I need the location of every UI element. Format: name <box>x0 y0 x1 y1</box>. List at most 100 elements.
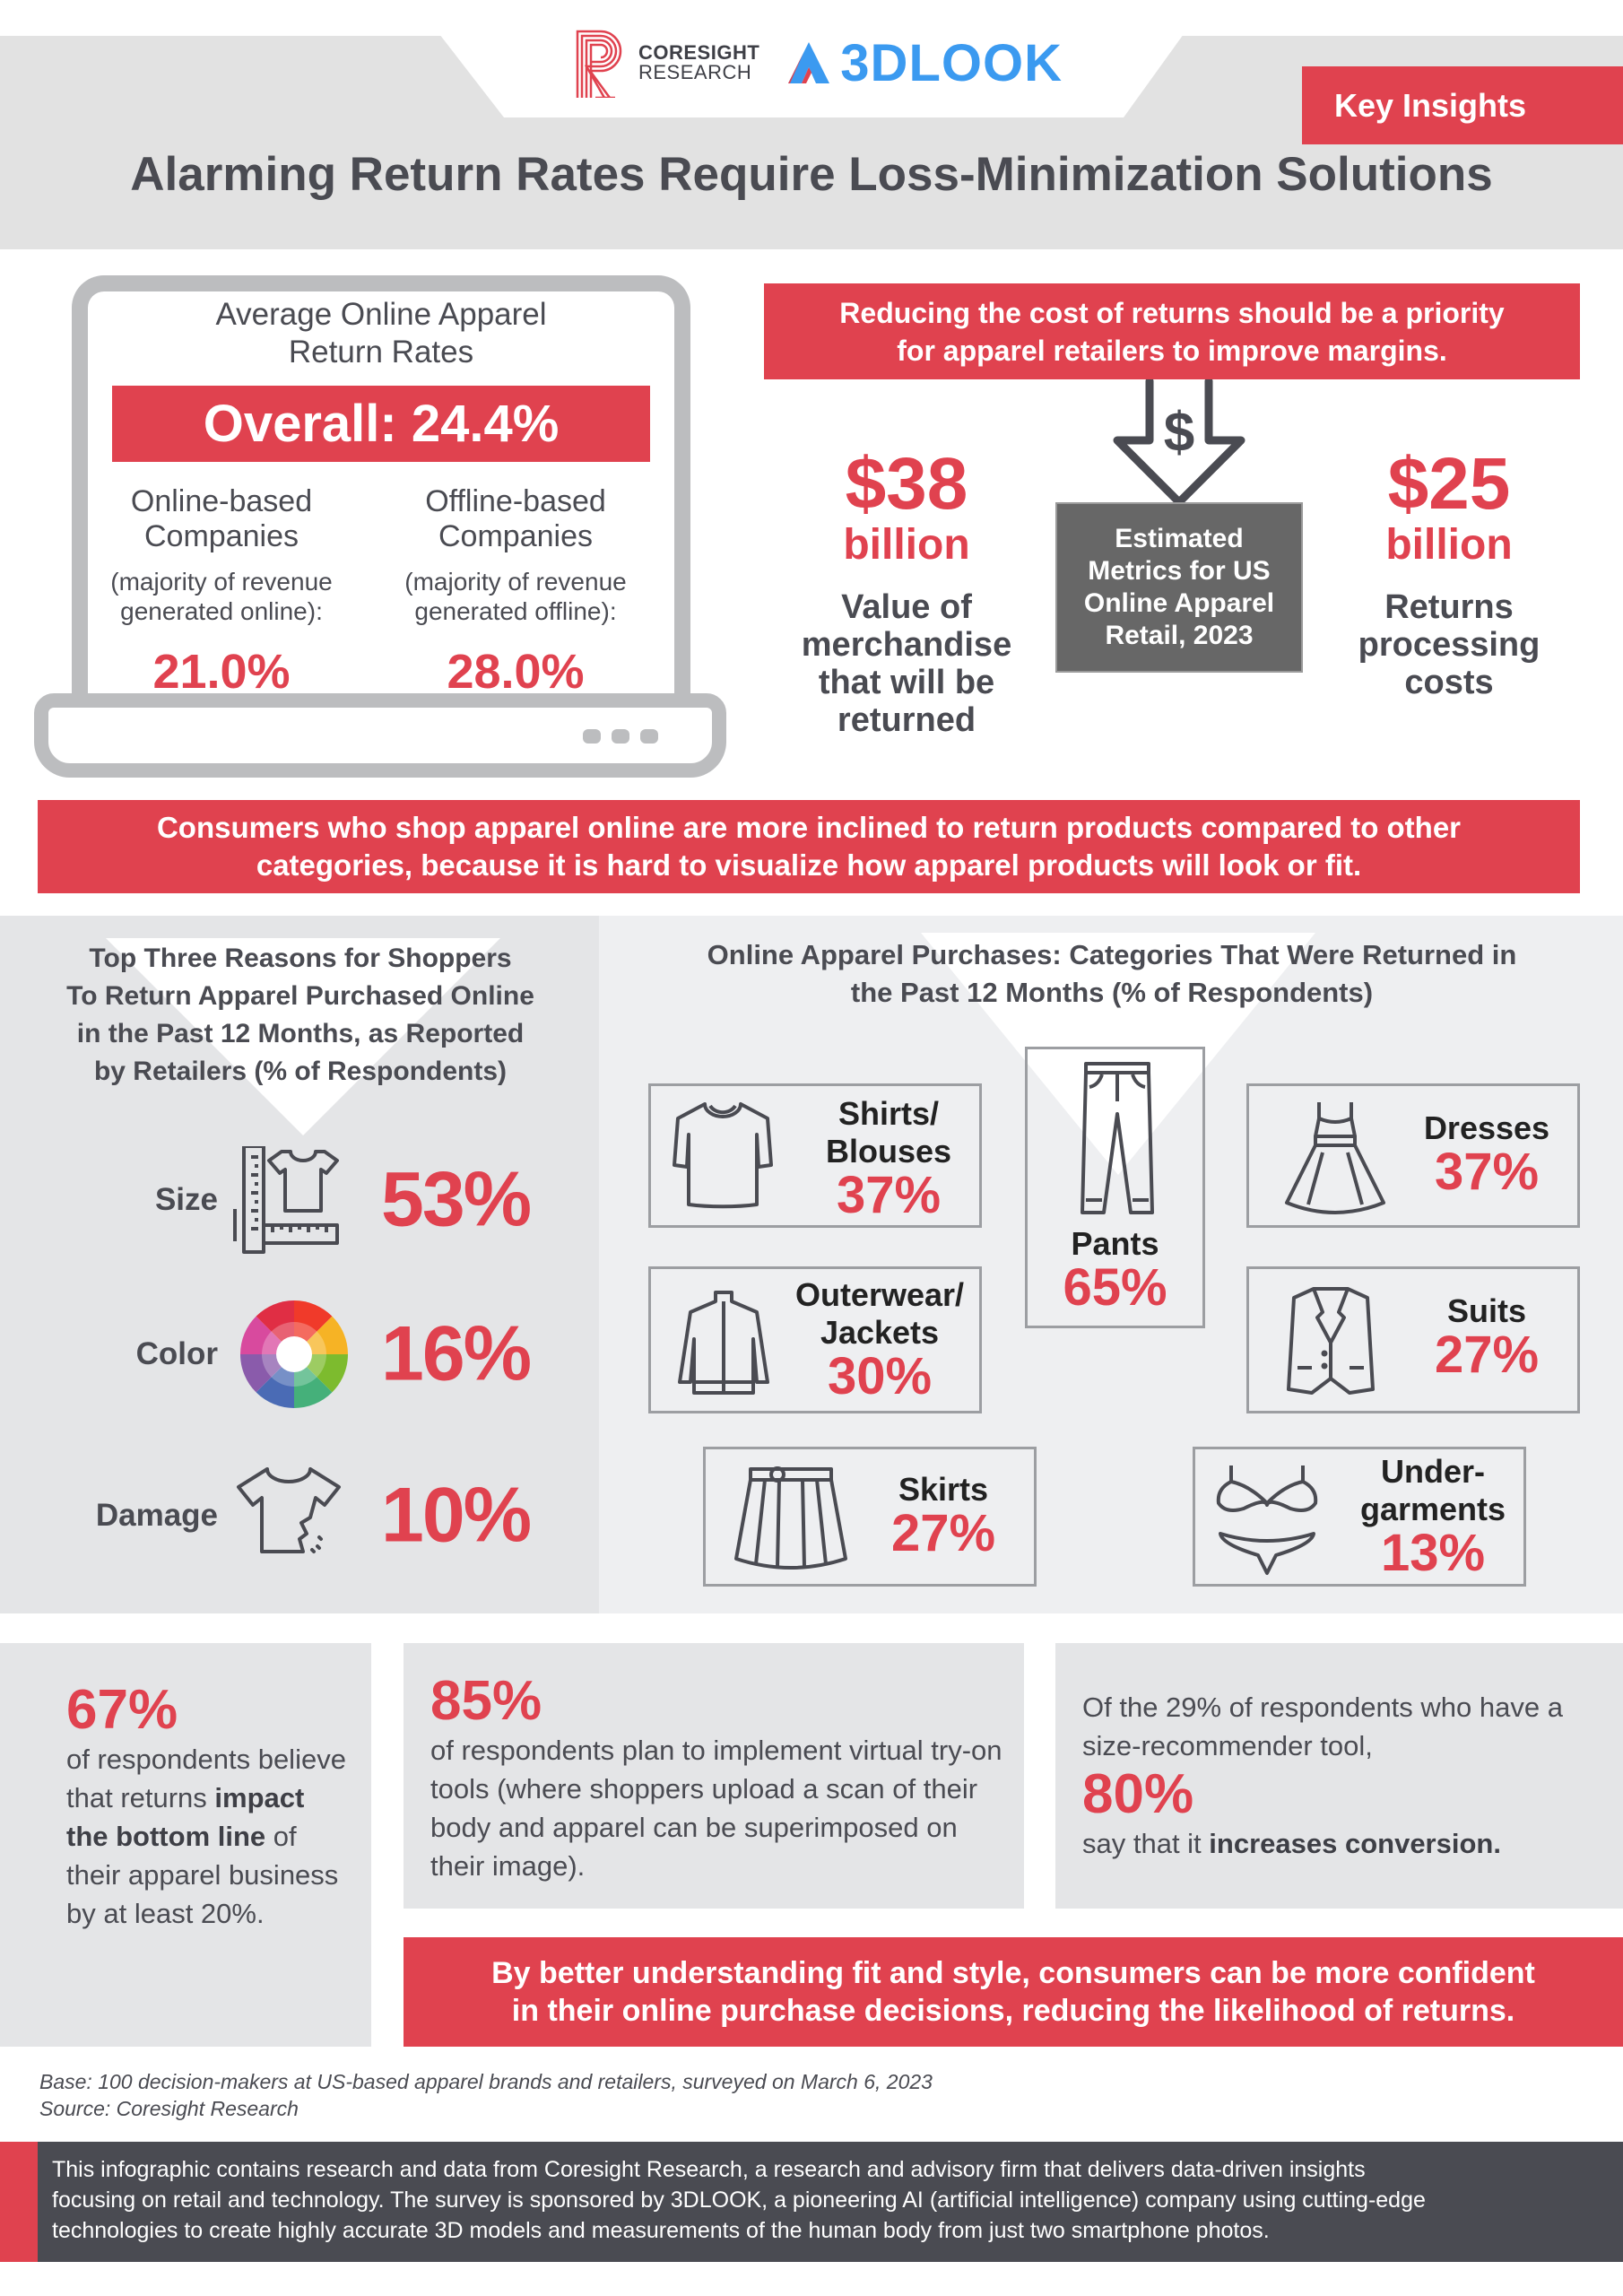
returned-value-unit: billion <box>843 521 970 569</box>
heading-line: Online-based <box>130 484 313 518</box>
disclaimer-line: technologies to create highly accurate 3… <box>52 2218 1270 2243</box>
disclaimer-accent <box>0 2142 38 2262</box>
overall-return-rate: Overall: 24.4% <box>112 386 650 462</box>
returned-value-metric: $38 billion Value of merchandise that wi… <box>785 443 1028 740</box>
category-value: 37% <box>836 1166 942 1224</box>
categories-title: Online Apparel Purchases: Categories Tha… <box>628 936 1596 1012</box>
stat-value: 80% <box>1082 1763 1194 1825</box>
category-name: Jackets <box>820 1314 940 1351</box>
stat-text-bold: increases conversion. <box>1209 1828 1501 1859</box>
desc-line: that will be <box>818 664 995 701</box>
disclaimer-bar: This infographic contains research and d… <box>0 2142 1623 2262</box>
footnote: Base: 100 decision-makers at US-based ap… <box>39 2068 933 2122</box>
category-text: Skirts 27% <box>858 1471 1028 1562</box>
processing-cost-desc: Returns processing costs <box>1327 588 1571 701</box>
heading-line: Companies <box>144 519 299 553</box>
category-name: Under- <box>1381 1453 1485 1490</box>
reasons-title: Top Three Reasons for Shoppers To Return… <box>36 940 565 1091</box>
categories-triangle-decor <box>921 933 1315 1175</box>
stat-value: 85% <box>430 1670 542 1732</box>
reason-row-size: Size 53% <box>0 1146 599 1254</box>
subtext-line: generated offline): <box>414 597 617 625</box>
desc-line: costs <box>1404 664 1494 701</box>
category-card-skirts: Skirts 27% <box>703 1447 1037 1587</box>
category-value: 30% <box>827 1347 933 1405</box>
est-line: Retail, 2023 <box>1105 621 1254 650</box>
category-name: Skirts <box>898 1471 989 1508</box>
subtext-line: generated online): <box>120 597 323 625</box>
laptop-base <box>34 693 726 778</box>
title-line: Top Three Reasons for Shoppers <box>89 944 512 973</box>
category-value: 65% <box>1063 1258 1167 1317</box>
est-line: Estimated <box>1115 524 1244 553</box>
category-text: Shirts/ Blouses 37% <box>803 1095 974 1224</box>
bra-icon <box>1216 1465 1318 1575</box>
key-insights-badge: Key Insights <box>1302 66 1623 144</box>
stat-text-bold: impact the bottom line <box>66 1782 305 1852</box>
return-rates-title-line: Average Online Apparel <box>215 297 547 332</box>
research-wordmark: RESEARCH <box>638 61 752 83</box>
dollar-down-arrow-icon: $ <box>1113 379 1245 507</box>
suit-icon <box>1287 1287 1375 1395</box>
stat-card-size-recommender: Of the 29% of respondents who have a siz… <box>1055 1643 1623 1909</box>
category-text: Outerwear/ Jackets 30% <box>777 1276 983 1405</box>
heading-line: Companies <box>438 519 593 553</box>
title-line: To Return Apparel Purchased Online <box>66 981 534 1011</box>
category-name: Dresses <box>1423 1109 1550 1146</box>
stat-card-virtual-try-on: 85% of respondents plan to implement vir… <box>404 1643 1024 1909</box>
3dlook-triangle-icon <box>788 42 830 83</box>
reason-row-color: Color 16% <box>0 1300 599 1408</box>
disclaimer-line: This infographic contains research and d… <box>52 2157 1366 2182</box>
priority-banner: Reducing the cost of returns should be a… <box>764 283 1580 379</box>
footnote-base: Base: 100 decision-makers at US-based ap… <box>39 2070 933 2093</box>
coresight-r-icon <box>576 30 622 98</box>
logo-group: CORESIGHT RESEARCH 3DLOOK <box>574 25 1062 100</box>
desc-line: Value of <box>841 588 972 626</box>
category-value: 13% <box>1380 1524 1486 1582</box>
footnote-source: Source: Coresight Research <box>39 2097 299 2120</box>
stat-value: 67% <box>66 1679 178 1741</box>
category-name: Outerwear/ <box>794 1276 965 1313</box>
jacket-icon <box>678 1291 769 1395</box>
desc-line: processing <box>1358 626 1541 664</box>
category-name: Blouses <box>825 1133 952 1170</box>
stat-text-pre: Of the 29% of respondents who have a siz… <box>1082 1692 1563 1761</box>
category-card-suits: Suits 27% <box>1246 1266 1580 1413</box>
category-value: 27% <box>890 1504 996 1562</box>
category-name: Pants <box>1071 1225 1159 1262</box>
stat-card-bottom-line: 67% of respondents believe that returns … <box>0 1643 371 2047</box>
category-card-dresses: Dresses 37% <box>1246 1083 1580 1228</box>
3dlook-wordmark: 3DLOOK <box>840 33 1063 92</box>
banner-line: categories, because it is hard to visual… <box>256 848 1362 882</box>
online-based-subtext: (majority of revenue generated online): <box>82 567 360 626</box>
stat-text-pre: of respondents believe that returns <box>66 1744 346 1813</box>
header-notch <box>439 34 1184 117</box>
desc-line: Returns <box>1384 588 1514 626</box>
category-name: garments <box>1359 1491 1506 1527</box>
banner-line: Consumers who shop apparel online are mo… <box>156 811 1462 844</box>
title-line: Online Apparel Purchases: Categories Tha… <box>707 939 1517 970</box>
processing-cost-metric: $25 billion Returns processing costs <box>1327 448 1571 702</box>
stat-text: of respondents plan to implement virtual… <box>430 1735 1002 1882</box>
desc-line: merchandise <box>801 626 1012 664</box>
dress-icon <box>1285 1102 1385 1214</box>
subtext-line: (majority of revenue <box>404 568 627 596</box>
offline-based-subtext: (majority of revenue generated offline): <box>377 567 655 626</box>
estimated-metrics-box: Estimated Metrics for US Online Apparel … <box>1055 502 1303 673</box>
tshirt-icon <box>673 1102 773 1209</box>
stat-text: of respondents believe that returns impa… <box>66 1740 353 1933</box>
skirt-icon <box>734 1466 847 1570</box>
pants-icon <box>1081 1062 1154 1214</box>
reason-label: Size <box>154 1182 218 1217</box>
category-name: Suits <box>1446 1292 1526 1329</box>
banner-line: Reducing the cost of returns should be a… <box>839 296 1505 329</box>
returned-value-desc: Value of merchandise that will be return… <box>785 588 1028 739</box>
coresight-wordmark: CORESIGHT <box>638 41 760 64</box>
banner-line: in their online purchase decisions, redu… <box>511 1994 1515 2028</box>
category-card-undergarments: Under- garments 13% <box>1193 1447 1526 1587</box>
3dlook-logo: 3DLOOK <box>786 33 1063 93</box>
reason-label: Damage <box>95 1498 218 1533</box>
reason-value: 53% <box>381 1156 532 1243</box>
returned-value-amount: $38 <box>845 443 968 525</box>
category-card-shirts: Shirts/ Blouses 37% <box>648 1083 982 1228</box>
